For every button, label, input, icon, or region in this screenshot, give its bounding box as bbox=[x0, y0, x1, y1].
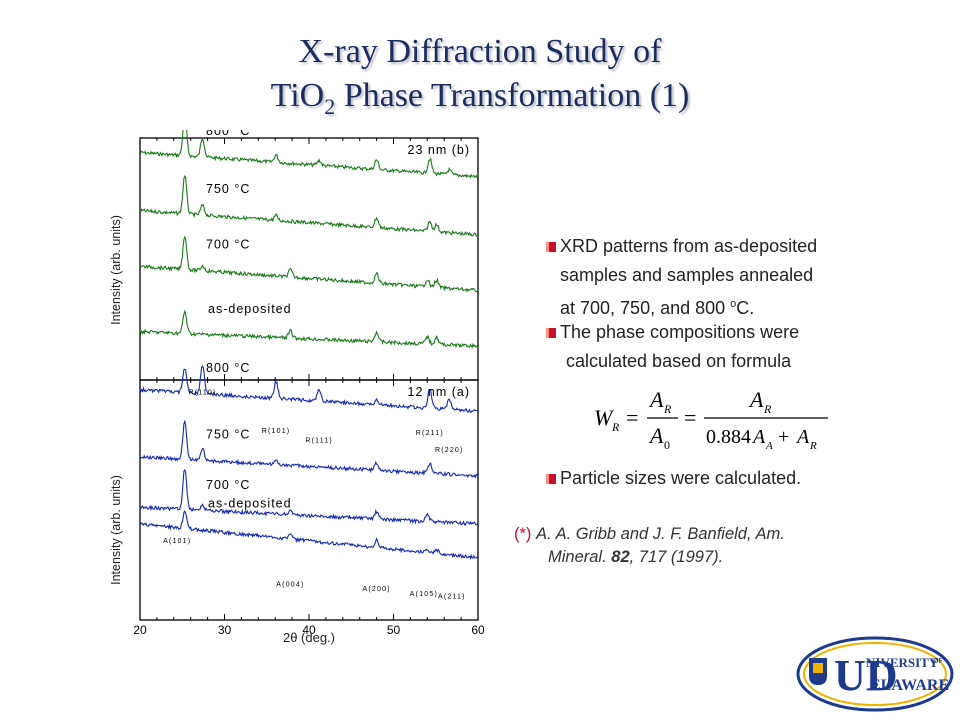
x-axis-label: 2θ (deg.) bbox=[283, 630, 335, 645]
svg-text:=: = bbox=[626, 405, 638, 430]
peak-annotation: A(101) bbox=[163, 538, 191, 545]
reference: (*) A. A. Gribb and J. F. Banfield, Am. … bbox=[514, 525, 785, 566]
series-line-2 bbox=[139, 174, 479, 237]
svg-text:W: W bbox=[594, 405, 614, 430]
peak-annotation: R(220) bbox=[435, 447, 464, 454]
series-line-1 bbox=[139, 130, 479, 179]
bullet-text-2: The phase compositions were calculated b… bbox=[560, 322, 800, 371]
svg-text:R: R bbox=[663, 402, 672, 416]
series-label-2: 750 °C bbox=[206, 428, 250, 442]
peak-annotation: A(211) bbox=[438, 593, 466, 600]
peak-annotation: A(200) bbox=[362, 586, 390, 593]
series-label-4: as-deposited bbox=[208, 302, 292, 316]
bullet-text-1: XRD patterns from as-deposited samples a… bbox=[560, 236, 818, 318]
svg-text:A: A bbox=[648, 387, 664, 412]
peak-annotation: A(105) bbox=[410, 591, 438, 598]
panel-top: 800 °C 750 °C 700 °C as-deposited 23 nm (b) bbox=[139, 130, 479, 381]
plot-frame bbox=[139, 379, 479, 621]
x-tick-label: 50 bbox=[387, 623, 401, 637]
x-tick-label: 60 bbox=[471, 623, 485, 637]
composition-formula: W R = A R A 0 = A R 0.884 A A + A R bbox=[594, 387, 828, 452]
svg-text:R: R bbox=[809, 440, 817, 452]
series-label-3: 700 °C bbox=[206, 238, 250, 252]
peak-annotation: R(110) bbox=[188, 389, 216, 396]
peak-annotation: A(004) bbox=[276, 581, 304, 588]
svg-text:0: 0 bbox=[664, 438, 670, 452]
series-line-3 bbox=[139, 468, 479, 526]
svg-text:A: A bbox=[751, 426, 766, 448]
bullet-marker-3 bbox=[546, 474, 556, 484]
svg-text:R: R bbox=[763, 402, 772, 416]
slide-title: X-ray Diffraction Study of TiO2 Phase Tr… bbox=[0, 30, 960, 129]
series-label-1: 800 °C bbox=[206, 130, 250, 138]
bullet-marker-1 bbox=[546, 242, 556, 252]
x-tick-label: 30 bbox=[218, 623, 232, 637]
svg-text:A: A bbox=[748, 387, 764, 412]
svg-text:A: A bbox=[765, 440, 773, 452]
logo-bottom-text: ELAWARE bbox=[870, 677, 949, 694]
logo-top-text: NIVERSITY bbox=[866, 655, 939, 670]
peak-annotation: R(111) bbox=[305, 437, 333, 444]
x-axis: 20 30 40 50 60 bbox=[133, 623, 485, 637]
series-line-2 bbox=[139, 419, 479, 479]
plot-frame bbox=[139, 137, 479, 381]
series-line-1 bbox=[139, 365, 479, 414]
series-label-3: 700 °C bbox=[206, 478, 250, 492]
svg-text:=: = bbox=[684, 405, 696, 430]
svg-text:A: A bbox=[795, 426, 810, 448]
peak-annotation: R(211) bbox=[416, 430, 444, 437]
svg-text:+: + bbox=[778, 426, 789, 448]
series-label-2: 750 °C bbox=[206, 182, 250, 196]
ylabel-bottom: Intensity (arb. units) bbox=[109, 475, 123, 585]
x-tick-label: 40 bbox=[302, 623, 316, 637]
peak-annotation: R(101) bbox=[262, 428, 291, 435]
series-label-1: 800 °C bbox=[206, 361, 250, 375]
bullet-marker-2 bbox=[546, 328, 556, 338]
series-label-4: as-deposited bbox=[208, 496, 292, 510]
svg-text:R: R bbox=[611, 420, 620, 434]
title-line-2: TiO2 Phase Transformation (1) bbox=[270, 77, 690, 119]
university-logo: UD NIVERSITY OF ELAWARE bbox=[796, 636, 954, 712]
bullet-text-3: Particle sizes were calculated. bbox=[560, 468, 802, 488]
series-line-4 bbox=[139, 510, 478, 560]
svg-text:A: A bbox=[648, 423, 664, 448]
series-line-4 bbox=[139, 309, 479, 349]
svg-text:0.884: 0.884 bbox=[706, 426, 751, 448]
panel-label: 12 nm (a) bbox=[408, 385, 471, 399]
xrd-figure: Intensity (arb. units) Intensity (arb. u… bbox=[109, 130, 485, 645]
series-line-3 bbox=[139, 235, 479, 293]
logo-initials: UD bbox=[834, 651, 898, 700]
logo-of-text: OF bbox=[933, 657, 943, 665]
x-tick-label: 20 bbox=[133, 623, 147, 637]
reference-marker: (*) bbox=[514, 525, 532, 543]
reference-authors: A. A. Gribb and J. F. Banfield, Am. bbox=[536, 525, 785, 543]
panel-bottom: 800 °C 750 °C 700 °C as-deposited 12 nm (a) R… bbox=[139, 361, 479, 621]
title-line-1: X-ray Diffraction Study of bbox=[298, 33, 662, 70]
panel-label: 23 nm (b) bbox=[408, 143, 471, 157]
ylabel-top: Intensity (arb. units) bbox=[109, 215, 123, 325]
